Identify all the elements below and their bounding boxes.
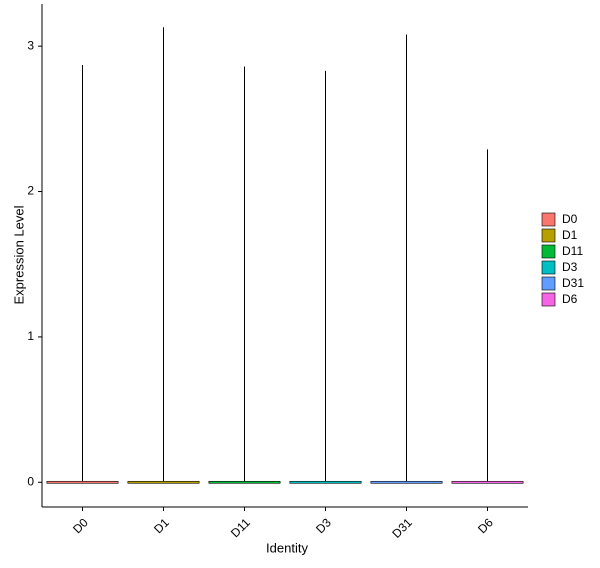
legend-label: D1 xyxy=(562,228,578,242)
legend-label: D6 xyxy=(562,292,578,306)
legend-swatch xyxy=(541,292,556,307)
x-tick-label: D1 xyxy=(151,515,172,536)
x-axis-title: Identity xyxy=(266,540,308,555)
legend-label: D11 xyxy=(562,244,583,258)
y-tick-label: 3 xyxy=(27,38,34,52)
violin-base xyxy=(127,480,200,484)
y-tick-label: 0 xyxy=(27,474,34,488)
x-tick-label: D31 xyxy=(389,515,415,541)
y-tick-label: 2 xyxy=(27,184,34,198)
violin-base xyxy=(451,480,524,484)
x-tick-label: D0 xyxy=(70,515,91,536)
x-tick-label: D11 xyxy=(228,515,253,540)
legend-swatch xyxy=(541,244,556,259)
x-tick-label: D3 xyxy=(313,515,334,536)
legend-swatch xyxy=(541,212,556,227)
violin-base xyxy=(208,480,281,484)
y-axis-title: Expression Level xyxy=(11,205,26,304)
violin-base xyxy=(289,480,362,484)
legend-swatch xyxy=(541,276,556,291)
legend-label: D3 xyxy=(562,260,578,274)
violin-base xyxy=(46,480,119,484)
legend-swatch xyxy=(541,260,556,275)
x-tick-label: D6 xyxy=(475,515,496,536)
legend-label: D0 xyxy=(562,212,578,226)
violin-base xyxy=(370,480,443,484)
legend-swatch xyxy=(541,228,556,243)
legend-label: D31 xyxy=(562,276,584,290)
y-tick-label: 1 xyxy=(27,329,34,343)
